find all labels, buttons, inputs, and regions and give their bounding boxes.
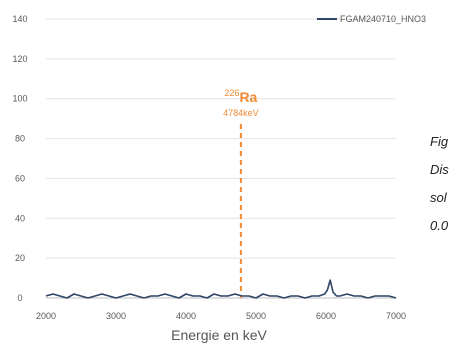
caption-line-3: sol — [430, 190, 447, 205]
series-line — [45, 279, 397, 299]
x-tick-label: 5000 — [246, 311, 266, 321]
y-tick-label: 40 — [15, 213, 25, 223]
isotope-element: Ra — [239, 89, 257, 105]
x-axis-label: Energie en keV — [171, 327, 267, 343]
annotation-isotope-label: 226Ra — [224, 88, 257, 105]
y-tick-labels: 0 20 40 60 80 100 120 140 — [12, 14, 27, 303]
y-tick-label: 0 — [17, 293, 22, 303]
isotope-mass-number: 226 — [224, 88, 239, 98]
y-tick-label: 120 — [12, 54, 27, 64]
caption-line-2: Dis — [430, 162, 449, 177]
y-tick-label: 60 — [15, 173, 25, 183]
x-tick-label: 3000 — [106, 311, 126, 321]
grid-lines — [46, 18, 396, 299]
legend: FGAM240710_HNO3 — [317, 14, 426, 24]
x-tick-label: 4000 — [176, 311, 196, 321]
y-tick-label: 80 — [15, 134, 25, 144]
y-tick-label: 100 — [12, 94, 27, 104]
y-tick-label: 140 — [12, 14, 27, 24]
x-tick-label: 6000 — [316, 311, 336, 321]
caption-line-1: Fig — [430, 134, 449, 149]
legend-label: FGAM240710_HNO3 — [340, 14, 426, 24]
ra226-annotation: 226Ra 4784keV — [223, 88, 259, 298]
x-tick-labels: 2000 3000 4000 5000 6000 7000 — [36, 311, 406, 321]
caption-line-4: 0.0 — [430, 218, 449, 233]
x-tick-label: 7000 — [386, 311, 406, 321]
series-lines — [45, 279, 397, 299]
annotation-energy-label: 4784keV — [223, 108, 259, 118]
y-tick-label: 20 — [15, 253, 25, 263]
x-tick-label: 2000 — [36, 311, 56, 321]
